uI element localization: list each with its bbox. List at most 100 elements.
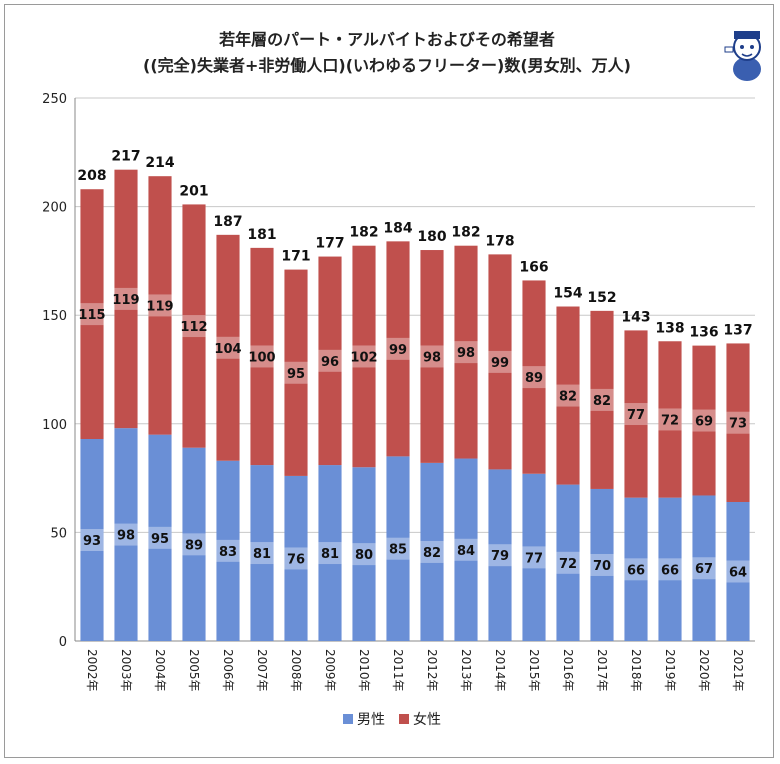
data-label-female: 115	[78, 308, 105, 323]
data-label-total: 143	[621, 309, 650, 325]
x-tick-label: 2007年	[255, 649, 269, 692]
data-label-total: 201	[179, 183, 208, 199]
data-label-total: 214	[145, 155, 174, 171]
x-tick-label: 2008年	[289, 649, 303, 692]
label-band-female	[590, 388, 614, 411]
data-label-male: 70	[593, 559, 611, 574]
bar-female	[522, 280, 546, 474]
x-tick-label: 2004年	[153, 649, 167, 692]
bar-male	[250, 465, 274, 641]
bar-female	[624, 330, 648, 498]
x-tick-label: 2006年	[221, 649, 235, 692]
bar-male	[488, 469, 512, 641]
bar-female	[352, 245, 376, 468]
data-label-male: 93	[83, 534, 101, 549]
label-band-male	[522, 546, 546, 569]
data-label-male: 66	[627, 563, 645, 578]
label-band-male	[250, 542, 274, 565]
label-band-female	[556, 384, 580, 407]
legend-swatch-female	[399, 714, 409, 724]
y-tick-label: 250	[42, 92, 67, 107]
legend: 男性 女性	[343, 711, 441, 728]
bar-female	[590, 310, 614, 489]
bar-female	[488, 254, 512, 470]
bar-male	[352, 467, 376, 641]
bar-female	[658, 341, 682, 498]
data-label-female: 119	[112, 293, 139, 308]
label-band-female	[250, 345, 274, 368]
data-label-total: 136	[689, 325, 718, 341]
data-label-total: 152	[587, 290, 616, 306]
data-label-female: 98	[457, 346, 475, 361]
label-band-female	[454, 341, 478, 364]
data-label-male: 77	[525, 551, 543, 566]
data-label-total: 187	[213, 214, 242, 230]
legend-label-female: 女性	[413, 711, 441, 728]
label-band-male	[182, 533, 206, 556]
bar-male	[556, 484, 580, 641]
label-band-male	[590, 553, 614, 576]
label-band-male	[454, 538, 478, 561]
x-tick-label: 2010年	[357, 649, 371, 692]
x-tick-label: 2018年	[629, 649, 643, 692]
bar-male	[80, 439, 104, 641]
bar-male	[148, 434, 172, 641]
data-label-female: 73	[729, 417, 747, 432]
label-band-male	[318, 542, 342, 565]
bar-female	[556, 306, 580, 485]
label-band-female	[726, 411, 750, 434]
data-label-total: 180	[417, 229, 446, 245]
bar-male	[114, 428, 138, 641]
bar-male	[522, 473, 546, 641]
mascot-character-icon	[724, 31, 761, 81]
bar-female	[454, 245, 478, 459]
bar-male	[692, 495, 716, 641]
label-layer: 93 115 208 98 119 217 95 119 214 89 112 201 83 104 187…	[77, 149, 753, 583]
data-label-female: 99	[491, 356, 509, 371]
data-label-total: 137	[723, 322, 752, 338]
data-label-female: 82	[559, 390, 577, 405]
data-label-female: 82	[593, 394, 611, 409]
bar-female	[726, 343, 750, 502]
data-label-male: 64	[729, 565, 747, 580]
data-label-male: 79	[491, 549, 509, 564]
bar-male	[386, 456, 410, 641]
label-band-female	[114, 287, 138, 310]
data-label-female: 98	[423, 350, 441, 365]
data-label-female: 69	[695, 415, 713, 430]
bar-female	[216, 234, 240, 461]
data-label-male: 95	[151, 532, 169, 547]
x-tick-label: 2020年	[697, 649, 711, 692]
bar-female	[250, 247, 274, 466]
x-tick-label: 2015年	[527, 649, 541, 692]
y-tick-label: 100	[42, 418, 67, 433]
data-label-male: 80	[355, 548, 373, 563]
label-band-female	[488, 350, 512, 373]
data-label-total: 166	[519, 259, 548, 275]
bar-male	[284, 475, 308, 641]
bar-female	[114, 169, 138, 429]
legend-label-male: 男性	[357, 712, 385, 728]
label-band-female	[692, 409, 716, 432]
label-band-male	[658, 558, 682, 581]
label-band-male	[386, 537, 410, 560]
label-band-male	[726, 560, 750, 583]
x-tick-label: 2021年	[731, 649, 745, 692]
bar-female	[386, 241, 410, 457]
label-band-male	[352, 543, 376, 566]
label-band-female	[148, 294, 172, 317]
bar-male	[420, 462, 444, 641]
label-band-male	[148, 526, 172, 549]
data-label-female: 95	[287, 367, 305, 382]
x-tick-label: 2017年	[595, 649, 609, 692]
data-label-male: 81	[321, 547, 339, 562]
data-label-male: 67	[695, 562, 713, 577]
data-label-female: 104	[214, 342, 241, 357]
bar-male	[454, 458, 478, 641]
label-band-female	[80, 303, 104, 326]
chart-title-line2: ((完全)失業者+非労働人口)(いわゆるフリーター)数(男女別、万人)	[143, 56, 631, 75]
data-label-total: 154	[553, 286, 582, 302]
label-band-male	[216, 539, 240, 562]
data-label-female: 89	[525, 371, 543, 386]
bar-female	[148, 176, 172, 435]
